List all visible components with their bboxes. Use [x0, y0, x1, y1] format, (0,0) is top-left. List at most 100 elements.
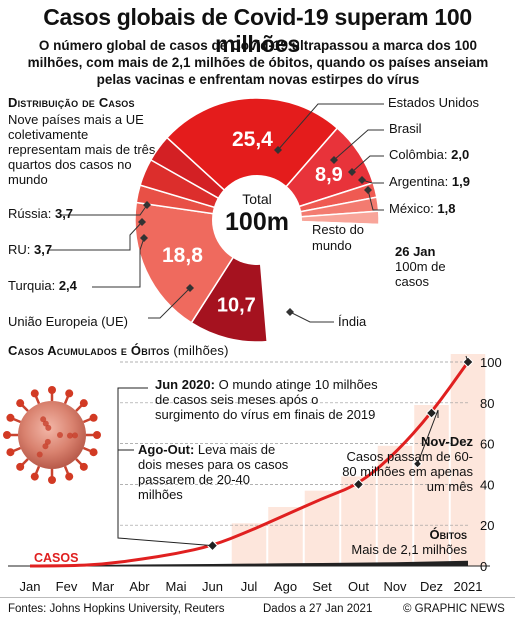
label-turquia-name: Turquia:: [8, 278, 59, 293]
label-ru-name: RU:: [8, 242, 34, 257]
deaths-area: [30, 560, 468, 566]
virus-spike-tip: [79, 462, 88, 471]
label-colombia: Colômbia: 2,0: [389, 147, 469, 163]
virus-dot: [36, 451, 43, 458]
virus-dot: [45, 424, 52, 431]
annotation-line-jan: [465, 355, 469, 363]
pie-center-value: 100m: [225, 208, 289, 236]
x-tick-label: Mai: [166, 579, 187, 594]
leader-marker-india: [286, 308, 294, 316]
virus-dot: [57, 432, 63, 438]
annotation-nov-title: Nov-Dez: [420, 434, 473, 449]
month-band: [304, 490, 340, 566]
x-tick-label: Jun: [202, 579, 223, 594]
virus-spike-tip: [16, 462, 25, 471]
leader-marker-brasil: [330, 156, 338, 164]
x-tick-label: Abr: [129, 579, 150, 594]
x-tick-label: Jul: [241, 579, 258, 594]
label-ue: União Europeia (UE): [8, 314, 128, 329]
annotation-obitos: Óbitos Mais de 2,1 milhões: [341, 527, 467, 557]
month-band: [377, 445, 413, 566]
annotation-nov-text: Casos passam de 60-80 milhões em apenas …: [342, 449, 473, 494]
virus-spike-tip: [79, 399, 88, 408]
label-turquia: Turquia: 2,4: [8, 278, 77, 294]
leader-line-ru: [48, 221, 143, 251]
annotation-ago-text: Leva mais de dois meses para os casos pa…: [138, 442, 289, 502]
virus-spike-tip: [65, 389, 74, 398]
pie-center-label: Total: [242, 191, 272, 207]
cases-chart-title: Casos Acumulados e Óbitos: [8, 343, 170, 358]
label-india: Índia: [338, 314, 367, 329]
leader-line-eua: [277, 103, 384, 151]
distribution-note: Nove países mais a UE coletivamente repr…: [8, 112, 156, 187]
virus-dot: [44, 438, 51, 445]
x-tick-label: Ago: [274, 579, 297, 594]
x-tick-label: 2021: [454, 579, 483, 594]
footer-divider: [0, 597, 515, 598]
leader-line-brasil: [333, 129, 384, 161]
label-ru-value: 3,7: [34, 242, 53, 257]
leader-line-india: [289, 311, 334, 323]
label-ru: RU: 3,7: [8, 242, 52, 258]
label-russia: Rússia: 3,7: [8, 206, 73, 222]
virus-spike-tip: [89, 413, 98, 422]
leader-line-mexico: [367, 189, 384, 211]
virus-spike-tip: [93, 431, 101, 439]
label-colombia-name: Colômbia:: [389, 147, 452, 162]
label-russia-name: Rússia:: [8, 206, 55, 221]
virus-spike-tip: [30, 389, 39, 398]
x-tick-label: Fev: [56, 579, 78, 594]
leader-marker-turquia: [140, 234, 148, 242]
label-mexico-name: México:: [389, 201, 438, 216]
virus-spike-tip: [89, 448, 98, 457]
x-tick-label: Jan: [20, 579, 41, 594]
virus-icon: [3, 386, 101, 484]
label-turquia-value: 2,4: [58, 278, 77, 293]
virus-spike-tip: [6, 413, 15, 422]
leader-line-russia: [60, 204, 148, 216]
month-band: [268, 507, 303, 566]
virus-spike-tip: [3, 431, 11, 439]
leader-marker-colombia: [348, 168, 356, 176]
month-band: [414, 405, 449, 566]
label-argentina: Argentina: 1,9: [389, 174, 470, 190]
annotation-ago-title: Ago-Out:: [138, 442, 195, 457]
annotation-jan-title: 26 Jan: [395, 244, 436, 259]
label-mexico-value: 1,8: [437, 201, 456, 216]
month-band: [450, 354, 486, 566]
label-russia-value: 3,7: [54, 206, 74, 221]
annotation-obitos-title: Óbitos: [429, 527, 467, 542]
virus-spike-tip: [48, 476, 56, 484]
leader-line-argentina: [361, 179, 384, 184]
cases-chart: 0 20 40 60 80 100 Jan Fev Mar Abr Mai Jun Jul Ago Set…: [3, 354, 502, 594]
annotation-line-nov: [417, 409, 439, 464]
annotation-jan-text: 100m de casos: [395, 259, 446, 289]
virus-dot: [42, 443, 49, 450]
pie-value-uniao-europeia-ue: 18,8: [162, 244, 203, 267]
pie-value-estados-unidos: 25,4: [232, 128, 273, 151]
x-tick-label: Out: [348, 579, 369, 594]
cases-chart-unit: (milhões): [173, 343, 229, 358]
x-tick-label: Dez: [420, 579, 443, 594]
virus-spike-tip: [48, 386, 56, 394]
y-tick-label: 60: [480, 437, 494, 452]
leader-line-colombia: [351, 155, 384, 173]
virus-spike-tip: [30, 472, 39, 481]
y-tick-label: 40: [480, 477, 494, 492]
x-tick-label: Nov: [383, 579, 407, 594]
leader-marker-ue: [186, 284, 194, 292]
leader-marker-mexico: [364, 186, 372, 194]
annotation-jan: 26 Jan 100m de casos: [395, 244, 467, 289]
y-tick-label: 80: [480, 396, 494, 411]
virus-dot: [71, 432, 78, 439]
virus-dot: [42, 420, 49, 427]
pie-value-india: 10,7: [217, 294, 256, 316]
leader-marker-eua: [274, 146, 282, 154]
label-argentina-name: Argentina:: [389, 174, 452, 189]
virus-spike-tip: [65, 472, 74, 481]
leader-line-ue: [148, 287, 191, 319]
leader-marker-ru: [138, 218, 146, 226]
label-brasil: Brasil: [389, 121, 422, 136]
annotation-nov: Nov-Dez Casos passam de 60-80 milhões em…: [337, 434, 473, 494]
pie-values: 25,4 8,9 10,7 18,8: [162, 128, 343, 316]
